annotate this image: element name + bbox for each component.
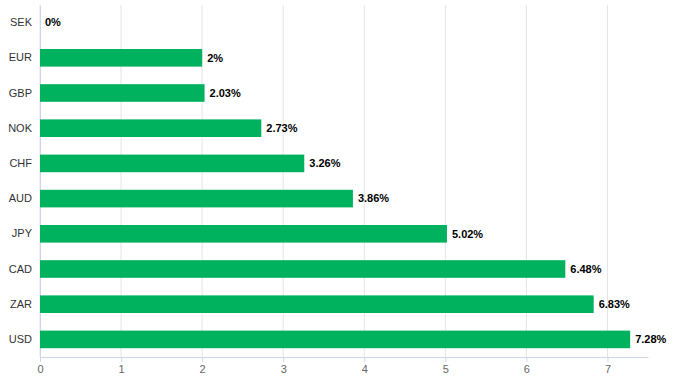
bar: [40, 84, 205, 102]
data-label: 2.73%: [266, 122, 297, 134]
x-tick-mark: [283, 357, 284, 362]
x-tick-label: 5: [443, 363, 449, 375]
x-tick: 7: [605, 357, 611, 375]
y-tick: GBP: [9, 87, 40, 99]
x-tick-label: 3: [281, 363, 287, 375]
x-tick-label: 0: [37, 363, 43, 375]
x-tick-mark: [526, 357, 527, 362]
x-tick: 0: [37, 357, 43, 375]
bar: [40, 260, 565, 278]
y-tick-label: JPY: [12, 227, 33, 239]
y-tick-label: EUR: [9, 51, 32, 63]
y-tick: SEK: [10, 16, 40, 28]
plot: 0 1 2 3 4 5 6 7 SEK EUR GBP NOK CHF AUD JPY CAD ZAR USD 0%…: [8, 5, 666, 375]
data-label: 5.02%: [452, 228, 483, 240]
x-tick-label: 6: [524, 363, 530, 375]
bar: [40, 49, 202, 67]
y-tick: CAD: [9, 263, 40, 275]
x-tick-mark: [364, 357, 365, 362]
x-tick: 5: [443, 357, 449, 375]
y-tick: CHF: [9, 157, 40, 169]
data-labels: 0% 2% 2.03% 2.73% 3.26% 3.86% 5.02% 6.48% 6.83% 7…: [45, 16, 667, 345]
data-label: 7.28%: [635, 333, 666, 345]
y-tick-label: AUD: [9, 192, 32, 204]
y-tick-label: NOK: [8, 122, 33, 134]
x-tick-mark: [607, 357, 608, 362]
data-label: 3.26%: [309, 157, 340, 169]
x-tick: 1: [119, 357, 125, 375]
y-tick-label: CHF: [9, 157, 32, 169]
x-tick-mark: [40, 357, 41, 362]
x-tick: 3: [281, 357, 287, 375]
bar: [40, 295, 594, 313]
data-label: 2%: [207, 52, 223, 64]
data-label: 0%: [45, 16, 61, 28]
y-tick: USD: [9, 333, 40, 345]
x-tick-mark: [202, 357, 203, 362]
x-tick-label: 7: [605, 363, 611, 375]
chart: 0 1 2 3 4 5 6 7 SEK EUR GBP NOK CHF AUD JPY CAD ZAR USD 0%…: [0, 0, 678, 384]
y-tick: JPY: [12, 227, 40, 239]
x-tick-mark: [445, 357, 446, 362]
data-label: 6.83%: [599, 298, 630, 310]
bar: [40, 119, 261, 137]
y-tick-label: USD: [9, 333, 32, 345]
data-label: 2.03%: [210, 87, 241, 99]
y-tick: AUD: [9, 192, 40, 204]
bar: [40, 331, 630, 349]
bar: [40, 190, 353, 208]
bar: [40, 14, 41, 32]
y-tick: NOK: [8, 122, 40, 134]
x-tick-label: 2: [200, 363, 206, 375]
x-tick: 4: [362, 357, 368, 375]
x-tick: 6: [524, 357, 530, 375]
bars: [40, 49, 630, 348]
y-tick-label: SEK: [10, 16, 33, 28]
x-tick-mark: [121, 357, 122, 362]
y-axis: SEK EUR GBP NOK CHF AUD JPY CAD ZAR USD: [8, 6, 40, 358]
y-tick: EUR: [9, 51, 40, 63]
x-tick: 2: [200, 357, 206, 375]
grid: [40, 5, 607, 357]
x-axis: 0 1 2 3 4 5 6 7: [37, 357, 648, 375]
bar: [40, 155, 304, 173]
x-axis-line: [41, 357, 649, 358]
data-label: 6.48%: [570, 263, 601, 275]
y-tick: ZAR: [10, 298, 40, 310]
x-tick-label: 1: [119, 363, 125, 375]
y-tick-label: GBP: [9, 87, 32, 99]
y-tick-label: CAD: [9, 263, 32, 275]
data-label: 3.86%: [358, 192, 389, 204]
x-tick-label: 4: [362, 363, 368, 375]
bar: [40, 225, 447, 243]
y-tick-label: ZAR: [10, 298, 32, 310]
